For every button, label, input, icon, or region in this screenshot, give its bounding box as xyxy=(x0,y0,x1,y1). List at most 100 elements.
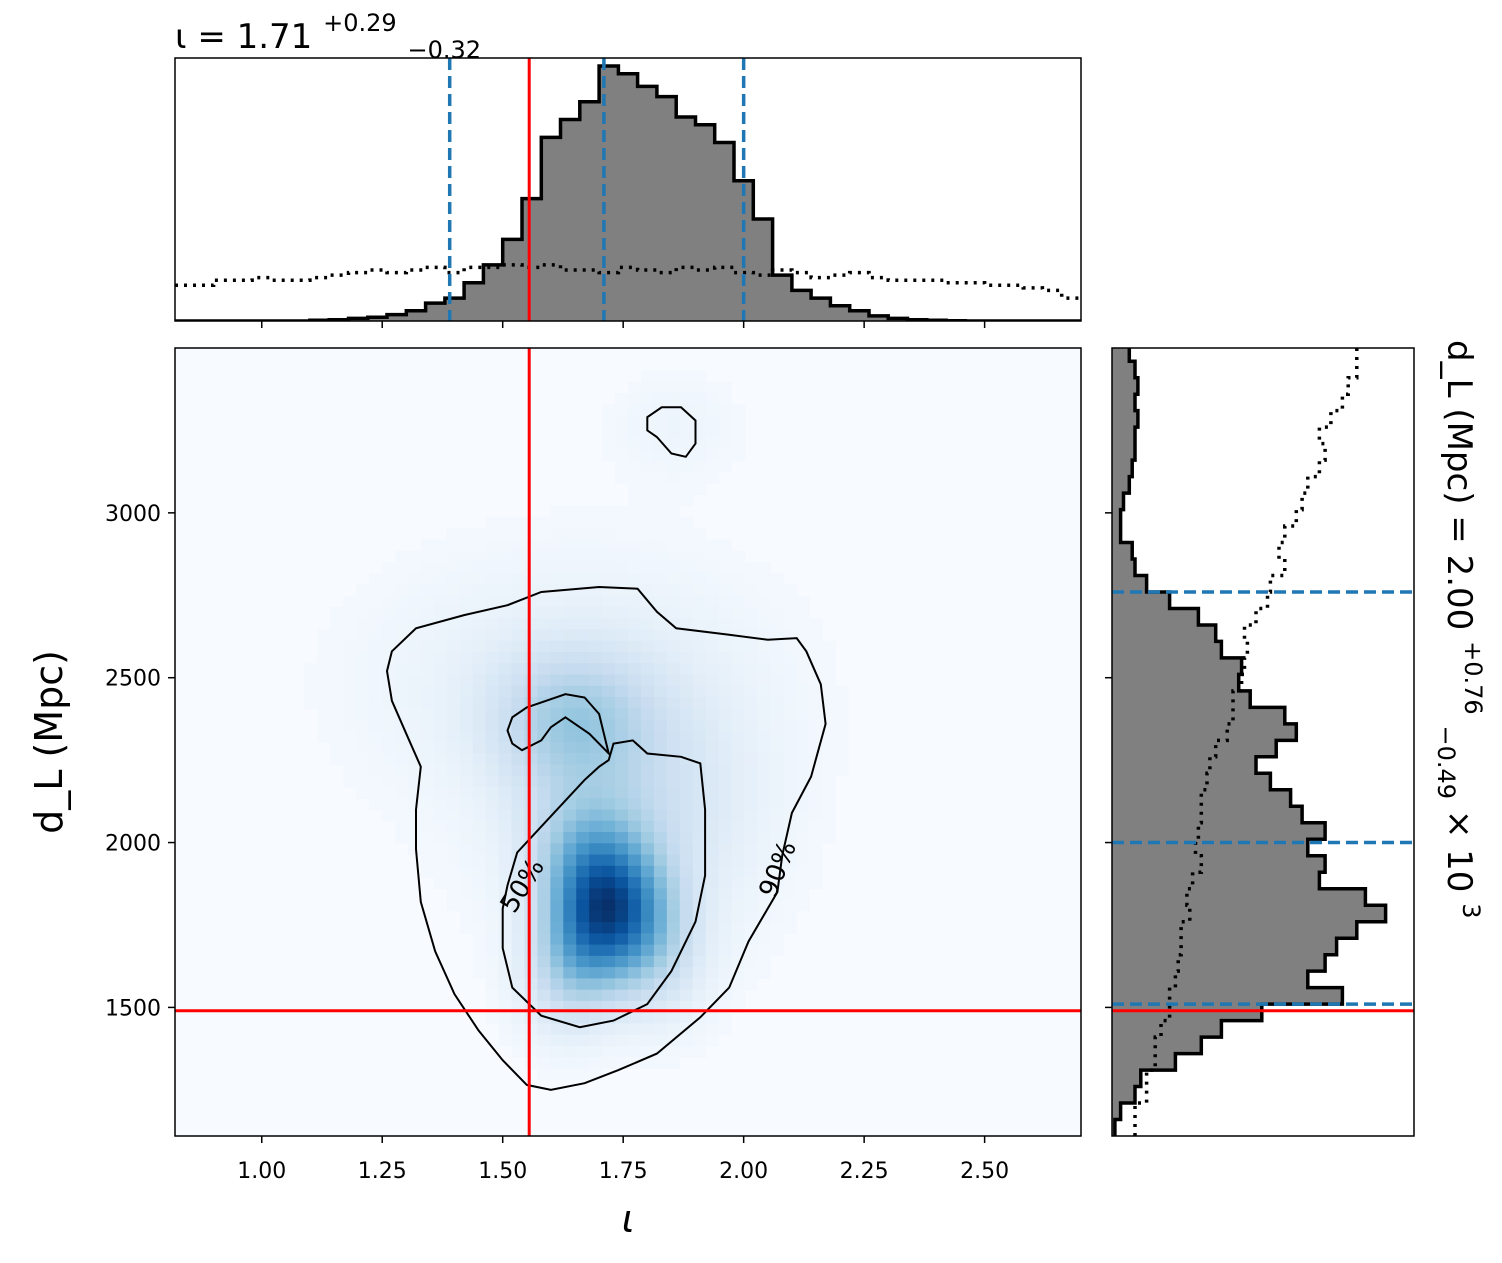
density-cell xyxy=(537,820,551,833)
density-cell xyxy=(692,460,707,473)
density-cell xyxy=(524,1045,538,1058)
density-cell xyxy=(563,775,577,788)
density-cell xyxy=(731,753,746,766)
density-cell xyxy=(718,595,733,608)
density-cell xyxy=(731,618,746,631)
density-cell xyxy=(498,809,513,822)
density-cell xyxy=(744,719,759,732)
density-cell xyxy=(744,595,759,608)
density-cell xyxy=(459,595,474,608)
density-cell xyxy=(485,944,500,957)
density-cell xyxy=(537,719,551,732)
density-cell xyxy=(407,629,422,642)
density-cell xyxy=(731,978,746,991)
density-cell xyxy=(563,640,577,653)
density-cell xyxy=(576,640,590,653)
density-cell xyxy=(537,696,551,709)
density-cell xyxy=(679,719,694,732)
density-cell xyxy=(653,528,668,540)
density-cell xyxy=(783,775,797,788)
density-cell xyxy=(485,561,500,574)
density-cell xyxy=(537,1045,551,1058)
density-cell xyxy=(615,910,629,923)
density-cell xyxy=(433,820,448,833)
density-cell xyxy=(537,595,551,608)
density-cell xyxy=(628,584,642,597)
density-cell xyxy=(356,685,370,698)
density-cell xyxy=(796,742,810,754)
density-cell xyxy=(744,730,759,743)
density-cell xyxy=(809,640,823,653)
density-cell xyxy=(369,787,383,799)
density-cell xyxy=(705,640,720,653)
density-cell xyxy=(653,415,668,428)
density-cell xyxy=(628,494,642,507)
density-cell xyxy=(382,663,396,676)
density-cell xyxy=(705,404,720,417)
density-cell xyxy=(485,809,500,822)
density-cell xyxy=(420,742,435,754)
density-cell xyxy=(744,584,759,597)
density-cell xyxy=(498,1023,513,1036)
density-cell xyxy=(602,1023,616,1036)
density-cell xyxy=(718,854,733,867)
density-cell xyxy=(757,899,771,912)
density-cell xyxy=(459,922,474,934)
density-cell xyxy=(692,483,707,495)
density-cell xyxy=(550,1023,564,1036)
density-cell xyxy=(446,753,461,766)
density-cell xyxy=(550,944,564,957)
density-cell xyxy=(537,922,551,934)
density-cell xyxy=(524,539,538,552)
density-cell xyxy=(822,798,836,811)
density-cell xyxy=(537,640,551,653)
density-cell xyxy=(446,629,461,642)
density-cell xyxy=(666,606,681,619)
density-cell xyxy=(666,471,681,484)
density-cell xyxy=(666,460,681,473)
density-cell xyxy=(472,528,487,540)
density-cell xyxy=(640,742,655,754)
density-cell xyxy=(537,685,551,698)
density-cell xyxy=(576,922,590,934)
density-cell xyxy=(589,1068,603,1081)
dl-prior-outline xyxy=(1133,348,1359,1136)
density-cell xyxy=(369,730,383,743)
density-cell xyxy=(524,843,538,856)
density-cell xyxy=(770,573,784,585)
density-cell xyxy=(459,854,474,867)
density-cell xyxy=(498,618,513,631)
density-cell xyxy=(369,775,383,788)
density-cell xyxy=(485,640,500,653)
density-cell xyxy=(628,978,642,991)
density-cell xyxy=(731,438,746,450)
density-cell xyxy=(615,696,629,709)
density-cell xyxy=(356,640,370,653)
density-cell xyxy=(589,832,603,844)
density-cell xyxy=(498,528,513,540)
density-cell xyxy=(602,809,616,822)
density-cell xyxy=(420,753,435,766)
density-cell xyxy=(640,505,655,518)
density-cell xyxy=(550,877,564,889)
density-cell xyxy=(343,708,357,721)
density-cell xyxy=(498,820,513,833)
density-cell xyxy=(433,865,448,878)
density-cell xyxy=(796,820,810,833)
density-cell xyxy=(731,719,746,732)
density-cell xyxy=(679,516,694,529)
density-cell xyxy=(666,528,681,540)
density-cell xyxy=(640,1023,655,1036)
density-cell xyxy=(511,1023,526,1036)
density-cell xyxy=(576,888,590,901)
density-cell xyxy=(433,742,448,754)
density-cell xyxy=(472,674,487,687)
density-cell xyxy=(744,674,759,687)
density-cell xyxy=(485,595,500,608)
density-cell xyxy=(395,742,409,754)
iota-posterior-outline xyxy=(175,64,1081,321)
density-cell xyxy=(692,708,707,721)
density-cell xyxy=(796,843,810,856)
density-cell xyxy=(550,854,564,867)
density-cell xyxy=(602,820,616,833)
